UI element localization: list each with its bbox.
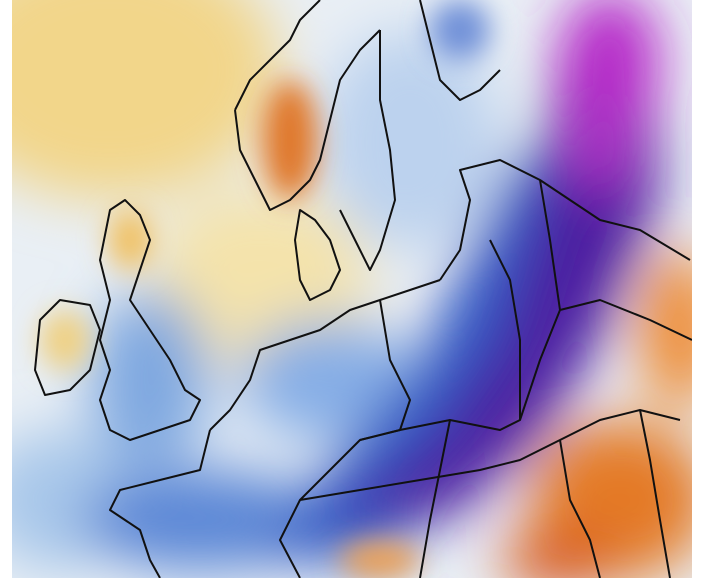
local-features [40, 0, 490, 578]
coastlines [34, 0, 692, 578]
